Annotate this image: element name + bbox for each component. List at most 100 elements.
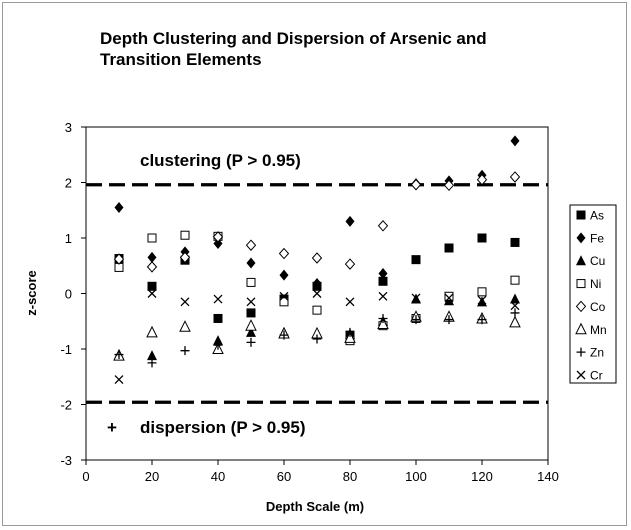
- x-tick-label: 40: [211, 469, 225, 484]
- point-mn: [377, 317, 389, 330]
- point-co: [476, 173, 488, 186]
- point-fe: [114, 201, 124, 213]
- x-tick-label: 80: [343, 469, 357, 484]
- legend-marker-as: [576, 210, 586, 220]
- point-co: [410, 178, 422, 191]
- point-co: [509, 171, 521, 183]
- y-tick-label: 0: [65, 287, 72, 302]
- point-cr: [180, 297, 190, 307]
- point-ni: [477, 287, 487, 297]
- clustering-label: clustering (P > 0.95): [140, 151, 301, 170]
- legend-marker-ni: [576, 279, 586, 289]
- point-zn: [114, 350, 124, 360]
- point-fe: [312, 278, 322, 290]
- point-cr: [279, 291, 289, 301]
- x-axis-title: Depth Scale (m): [266, 499, 364, 514]
- point-cu: [510, 293, 520, 304]
- point-as: [213, 313, 223, 323]
- point-cr: [378, 291, 388, 301]
- x-tick-label: 100: [405, 469, 427, 484]
- point-cr: [477, 295, 487, 305]
- y-tick-label: -3: [60, 453, 72, 468]
- point-co: [443, 179, 455, 192]
- y-axis-title: z-score: [24, 270, 39, 316]
- point-cu: [477, 296, 487, 307]
- legend-marker-fe: [576, 232, 586, 244]
- y-tick-label: 2: [65, 176, 72, 191]
- y-tick-label: 3: [65, 120, 72, 135]
- point-as: [477, 233, 487, 243]
- point-co: [311, 252, 323, 264]
- chart-title: Depth Clustering and Dispersion of Arsen…: [100, 29, 487, 69]
- point-zn: [312, 334, 322, 344]
- chart-frame: [2, 2, 627, 526]
- point-fe: [279, 269, 289, 281]
- legend-label-mn: Mn: [590, 323, 607, 337]
- point-co: [179, 251, 191, 264]
- point-co: [113, 253, 125, 265]
- point-fe: [246, 257, 256, 269]
- point-cu: [213, 335, 223, 346]
- dispersion-plus-marker: +: [107, 418, 117, 437]
- point-as: [510, 237, 520, 247]
- legend: As Fe Cu Ni Co Mn Zn Cr: [569, 204, 617, 384]
- point-fe: [345, 215, 355, 227]
- point-zn: [147, 358, 157, 368]
- point-as: [147, 281, 157, 291]
- legend-marker-cr: [576, 370, 586, 380]
- series-zn: [114, 308, 520, 368]
- point-fe: [147, 251, 157, 263]
- point-zn: [345, 327, 355, 337]
- x-axis-ticks: 0 20 40 60 80 100 120 140: [82, 460, 559, 484]
- point-zn: [180, 346, 190, 356]
- point-cr: [510, 301, 520, 311]
- point-zn: [279, 330, 289, 340]
- legend-marker-mn: [575, 322, 587, 335]
- point-co: [245, 239, 257, 251]
- point-co: [146, 261, 158, 273]
- x-tick-label: 140: [537, 469, 559, 484]
- legend-label-co: Co: [590, 300, 606, 314]
- point-mn: [146, 325, 158, 338]
- x-tick-label: 20: [145, 469, 159, 484]
- point-zn: [477, 315, 487, 325]
- legend-marker-cu: [576, 255, 586, 266]
- point-zn: [378, 313, 388, 323]
- legend-label-as: As: [590, 209, 604, 223]
- point-zn: [510, 308, 520, 318]
- point-cu: [147, 350, 157, 361]
- series-cr: [114, 289, 520, 384]
- point-ni: [312, 305, 322, 315]
- legend-label-fe: Fe: [590, 231, 604, 245]
- y-tick-label: -2: [60, 398, 72, 413]
- legend-label-ni: Ni: [590, 277, 601, 291]
- point-cr: [411, 293, 421, 303]
- point-cr: [312, 289, 322, 298]
- x-tick-label: 60: [277, 469, 291, 484]
- point-ni: [279, 297, 289, 307]
- point-zn: [246, 337, 256, 347]
- point-cr: [444, 293, 454, 303]
- point-mn: [509, 315, 521, 328]
- x-tick-label: 120: [471, 469, 493, 484]
- point-as: [378, 276, 388, 286]
- point-ni: [147, 233, 157, 243]
- point-as: [444, 243, 454, 253]
- point-ni: [444, 291, 454, 301]
- point-ni: [510, 275, 520, 285]
- legend-marker-zn: [576, 347, 586, 357]
- point-mn: [344, 331, 356, 343]
- point-mn: [179, 320, 191, 332]
- legend-label-cu: Cu: [590, 254, 605, 268]
- point-cr: [345, 297, 355, 307]
- legend-label-cr: Cr: [590, 369, 603, 383]
- point-fe: [378, 268, 388, 280]
- point-cr: [147, 289, 157, 298]
- point-mn: [245, 319, 257, 331]
- point-cu: [246, 326, 256, 337]
- point-zn: [213, 340, 223, 350]
- legend-marker-co: [575, 300, 587, 313]
- point-ni: [180, 230, 190, 240]
- reference-lines: [86, 183, 548, 404]
